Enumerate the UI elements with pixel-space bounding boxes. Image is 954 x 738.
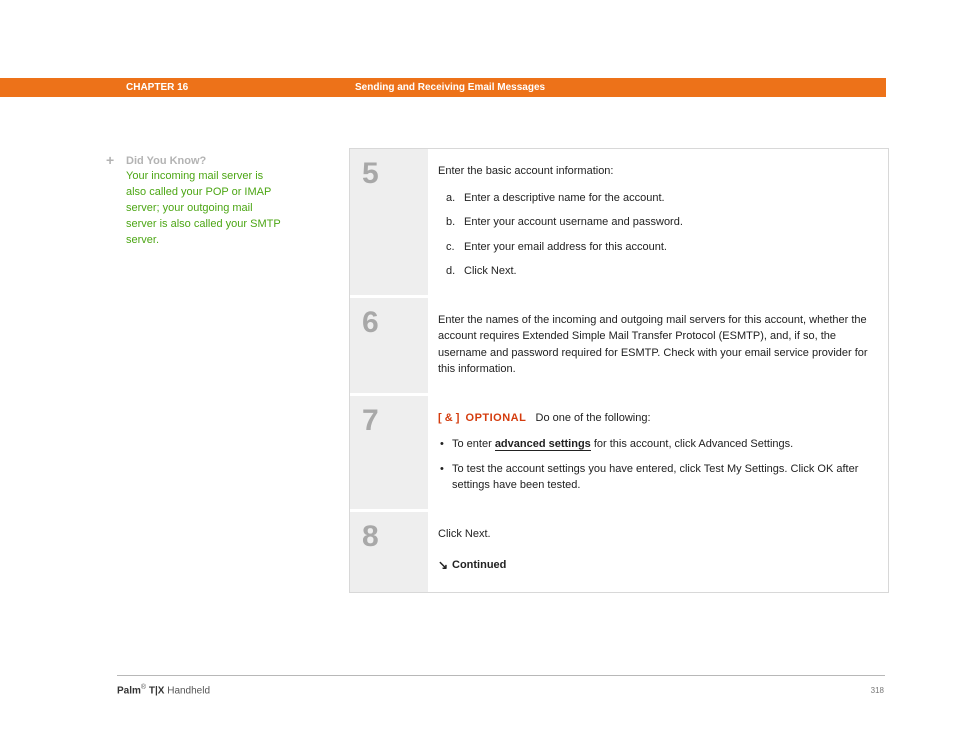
dyk-body: Your incoming mail server is also called… bbox=[126, 169, 286, 249]
optional-line: [ & ] OPTIONAL Do one of the following: bbox=[438, 410, 870, 427]
bullet-text: To enter advanced settings for this acco… bbox=[452, 436, 870, 453]
step-number: 7 bbox=[362, 406, 416, 436]
footer-palm: Palm bbox=[117, 685, 141, 696]
step-row: 5 Enter the basic account information: a… bbox=[350, 149, 888, 298]
continued-label: Continued bbox=[452, 557, 506, 574]
did-you-know-sidebar: + Did You Know? Your incoming mail serve… bbox=[108, 155, 323, 249]
bullet-pre: To test the account settings you have en… bbox=[452, 463, 858, 492]
step-intro: Enter the basic account information: bbox=[438, 163, 870, 180]
sub-item: d. Click Next. bbox=[446, 263, 870, 280]
bullet-text: To test the account settings you have en… bbox=[452, 461, 870, 494]
bullet-item: • To test the account settings you have … bbox=[440, 461, 870, 494]
step-body: Click Next. ↘ Continued bbox=[428, 512, 888, 593]
step-number: 8 bbox=[362, 522, 416, 552]
sub-item: b. Enter your account username and passw… bbox=[446, 214, 870, 231]
step-num-cell: 7 bbox=[350, 396, 428, 512]
bullet-dot: • bbox=[440, 461, 452, 494]
sub-text: Enter your account username and password… bbox=[464, 214, 870, 231]
step-intro: Click Next. bbox=[438, 526, 870, 543]
sub-letter: b. bbox=[446, 214, 464, 231]
step-number: 5 bbox=[362, 159, 416, 189]
chapter-label: CHAPTER 16 bbox=[126, 82, 188, 93]
step-intro: Enter the names of the incoming and outg… bbox=[438, 312, 870, 378]
sub-item: c. Enter your email address for this acc… bbox=[446, 239, 870, 256]
continued-row: ↘ Continued bbox=[438, 556, 870, 574]
footer-divider bbox=[117, 675, 885, 676]
footer-tail: Handheld bbox=[164, 685, 210, 696]
continued-arrow-icon: ↘ bbox=[438, 556, 452, 574]
step-row: 7 [ & ] OPTIONAL Do one of the following… bbox=[350, 396, 888, 512]
chapter-title: Sending and Receiving Email Messages bbox=[355, 82, 545, 93]
sub-item: a. Enter a descriptive name for the acco… bbox=[446, 190, 870, 207]
step-body: Enter the names of the incoming and outg… bbox=[428, 298, 888, 396]
sub-letter: a. bbox=[446, 190, 464, 207]
dyk-heading: Did You Know? bbox=[126, 155, 323, 167]
bullet-dot: • bbox=[440, 436, 452, 453]
page-number: 318 bbox=[871, 686, 884, 695]
step-num-cell: 6 bbox=[350, 298, 428, 396]
optional-tail: Do one of the following: bbox=[536, 412, 651, 424]
sub-letter: d. bbox=[446, 263, 464, 280]
chapter-header-bar: CHAPTER 16 Sending and Receiving Email M… bbox=[0, 78, 886, 97]
sub-text: Enter a descriptive name for the account… bbox=[464, 190, 870, 207]
optional-word: OPTIONAL bbox=[466, 412, 527, 424]
step-body: Enter the basic account information: a. … bbox=[428, 149, 888, 298]
step-num-cell: 5 bbox=[350, 149, 428, 298]
step-number: 6 bbox=[362, 308, 416, 338]
sub-text: Click Next. bbox=[464, 263, 870, 280]
bullet-post: for this account, click Advanced Setting… bbox=[591, 438, 793, 450]
bullet-pre: To enter bbox=[452, 438, 495, 450]
sub-letter: c. bbox=[446, 239, 464, 256]
step-num-cell: 8 bbox=[350, 512, 428, 593]
footer-brand: Palm® T|X Handheld bbox=[117, 684, 210, 696]
optional-tag: [ & ] bbox=[438, 412, 459, 424]
steps-panel: 5 Enter the basic account information: a… bbox=[349, 148, 889, 593]
sub-text: Enter your email address for this accoun… bbox=[464, 239, 870, 256]
plus-icon: + bbox=[106, 154, 118, 166]
step-row: 8 Click Next. ↘ Continued bbox=[350, 512, 888, 593]
step-row: 6 Enter the names of the incoming and ou… bbox=[350, 298, 888, 396]
footer-model: T|X bbox=[146, 685, 164, 696]
advanced-settings-link[interactable]: advanced settings bbox=[495, 438, 591, 451]
step-body: [ & ] OPTIONAL Do one of the following: … bbox=[428, 396, 888, 512]
bullet-item: • To enter advanced settings for this ac… bbox=[440, 436, 870, 453]
